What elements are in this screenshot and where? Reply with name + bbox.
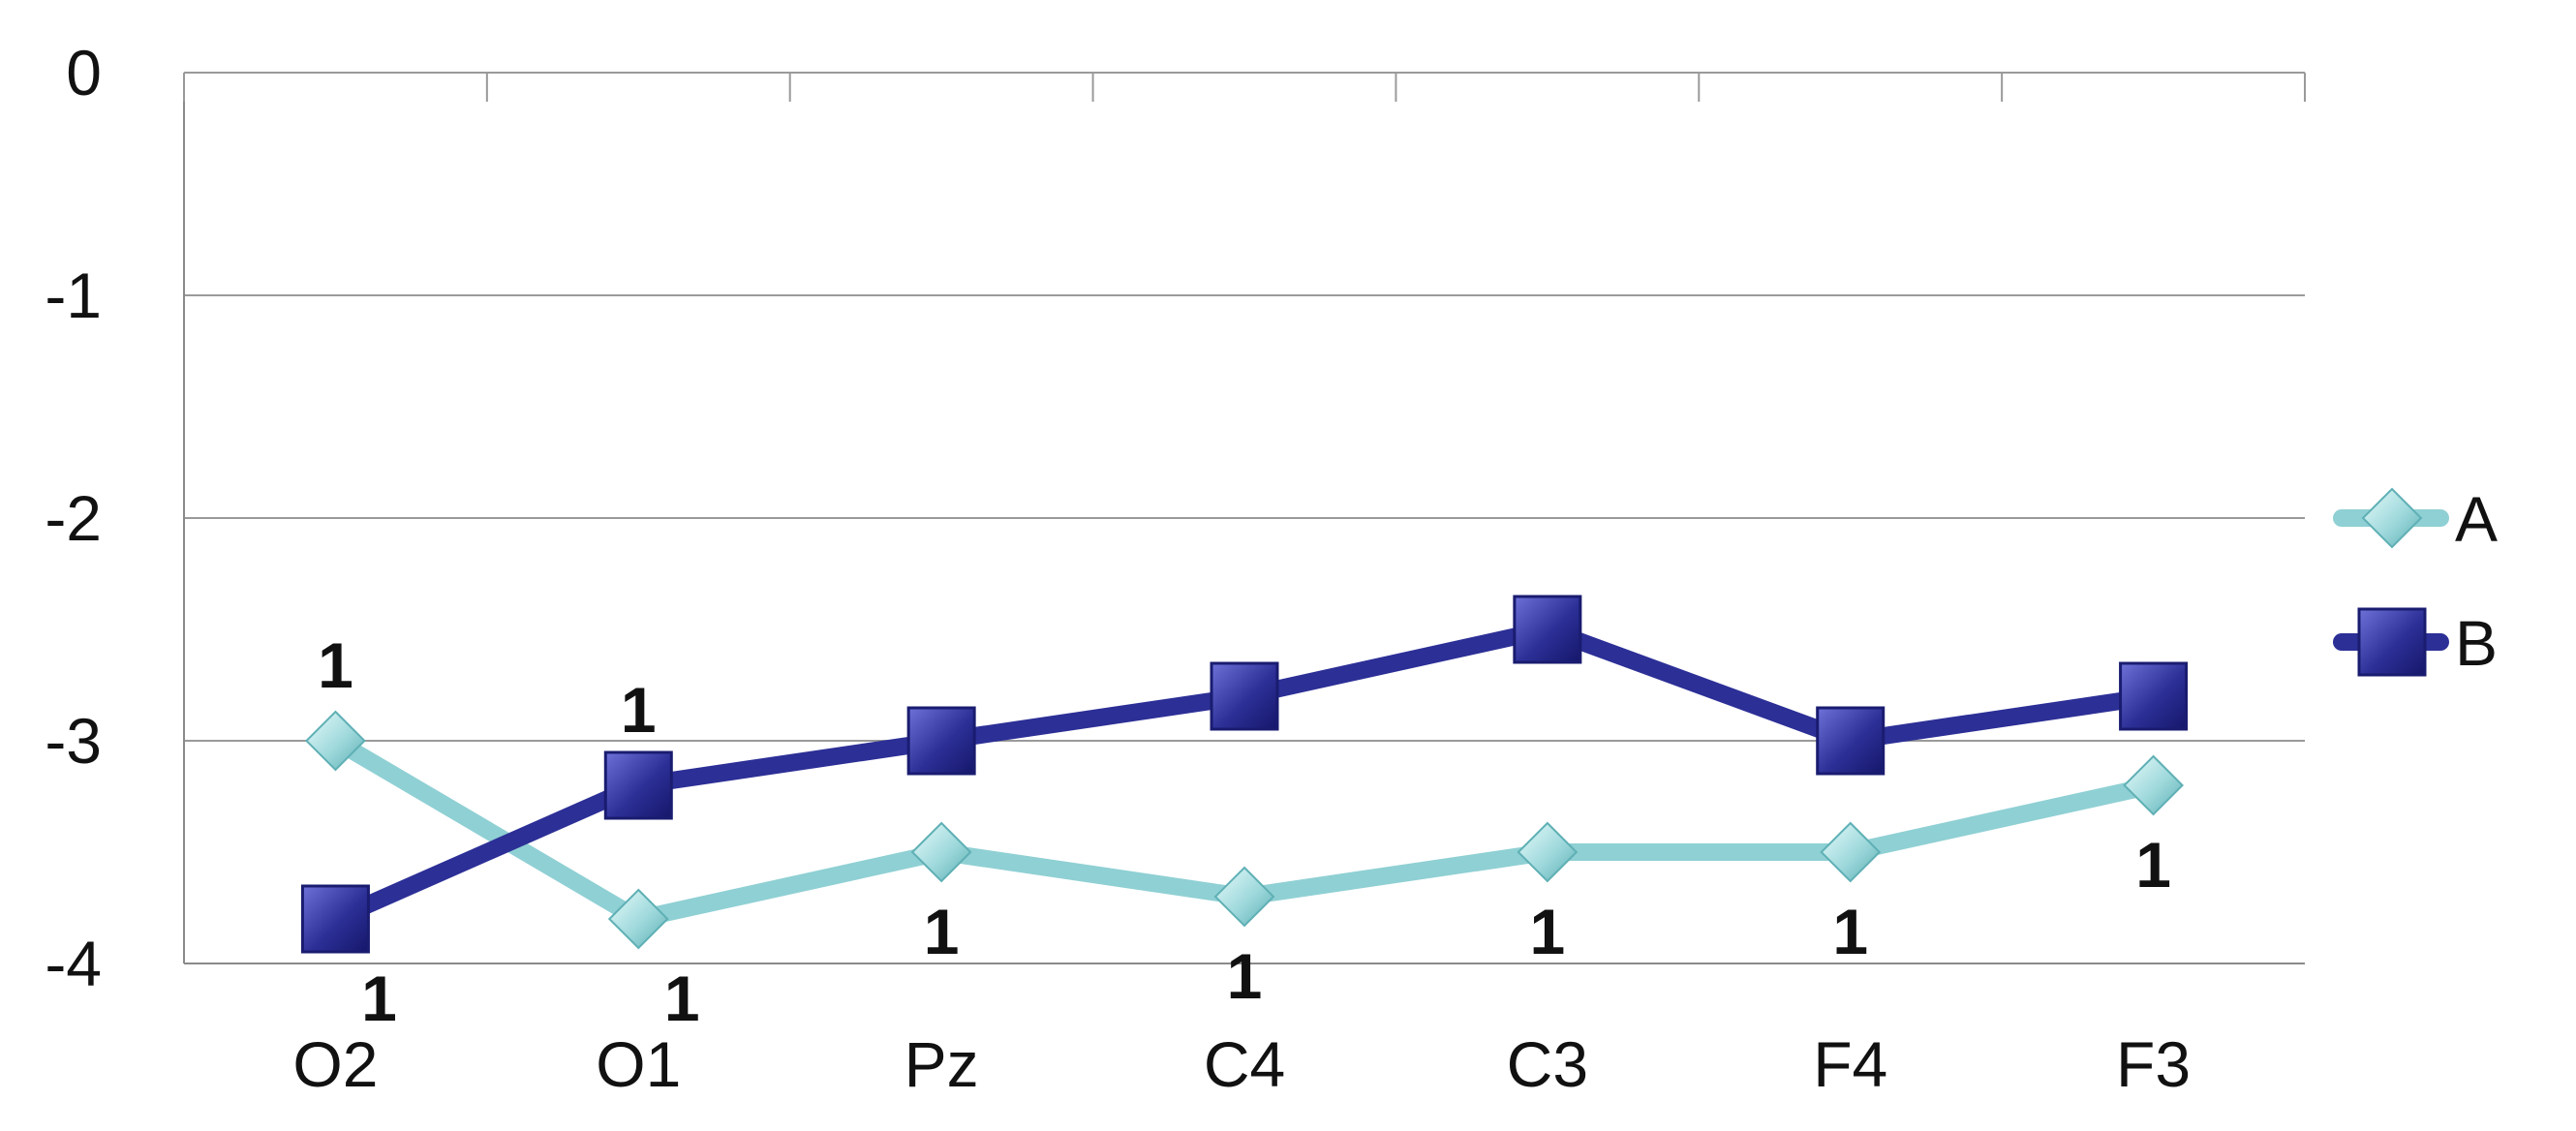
data-label-A-F4: 1 (1832, 896, 1868, 967)
y-tick-label-4: -4 (45, 928, 102, 999)
legend-label-B: B (2455, 607, 2498, 679)
point-B-O2 (300, 884, 370, 954)
point-B-Pz (906, 706, 976, 776)
x-tick-label-Pz: Pz (905, 1028, 979, 1100)
data-label-B-O1: 1 (621, 674, 657, 746)
point-A-C3 (1517, 821, 1579, 883)
point-A-F3 (2123, 754, 2184, 816)
point-B-O1 (603, 750, 673, 820)
data-label-A-O2: 1 (318, 629, 353, 701)
x-tick-label-C4: C4 (1204, 1028, 1285, 1100)
x-tick-label-C3: C3 (1507, 1028, 1588, 1100)
point-B-F4 (1816, 706, 1886, 776)
y-tick-label-2: -2 (45, 482, 102, 554)
data-label-A-O1: 1 (664, 963, 700, 1034)
data-label-A-C4: 1 (1227, 940, 1263, 1012)
point-B-C4 (1210, 661, 1279, 731)
x-tick-label-F4: F4 (1813, 1028, 1887, 1100)
point-A-O2 (305, 710, 366, 772)
point-A-O1 (607, 888, 669, 950)
legend-marker-A (2361, 487, 2423, 549)
data-label-A-F3: 1 (2135, 829, 2171, 901)
point-B-F3 (2119, 661, 2189, 731)
point-B-C3 (1513, 595, 1582, 664)
x-tick-label-O2: O2 (292, 1028, 378, 1100)
point-A-C4 (1213, 866, 1275, 928)
legend-label-A: A (2455, 483, 2498, 555)
data-label-A-C3: 1 (1529, 896, 1565, 967)
legend-marker-B (2357, 607, 2427, 677)
data-label-B-O2: 1 (361, 963, 397, 1034)
y-tick-label-0: 0 (66, 37, 102, 108)
x-tick-label-O1: O1 (596, 1028, 681, 1100)
y-tick-label-1: -1 (45, 260, 102, 331)
point-A-F4 (1820, 821, 1882, 883)
y-tick-label-3: -3 (45, 705, 102, 777)
legend: AB (2333, 483, 2498, 679)
x-tick-label-F3: F3 (2116, 1028, 2191, 1100)
plot-area: 0 -1 -2 -3 -4 O2 O1 Pz C4 C3 F4 F3 1 1 1 1 1 1 1 1 1 (45, 37, 2306, 1100)
data-label-A-Pz: 1 (924, 896, 960, 967)
point-A-Pz (910, 821, 972, 883)
